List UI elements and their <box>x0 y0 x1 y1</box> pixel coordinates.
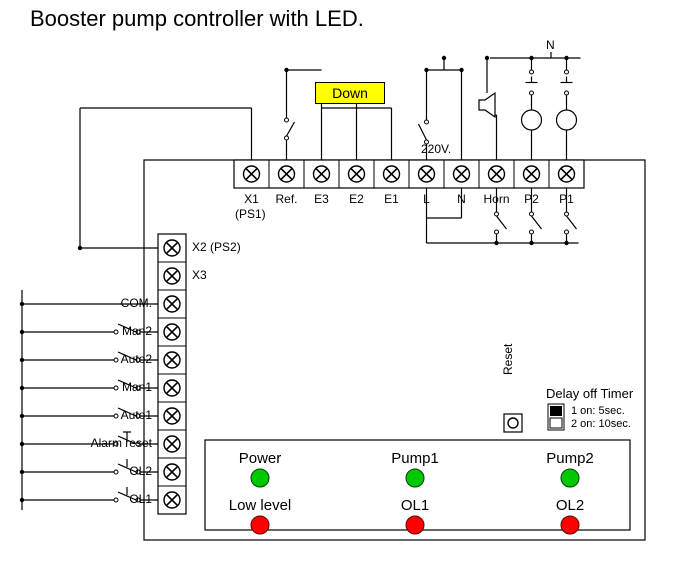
reset-button[interactable] <box>504 414 522 432</box>
delay-line2: 2 on: 10sec. <box>571 418 631 430</box>
left-term-label: Auto1 <box>121 408 152 422</box>
led-ol2 <box>561 516 579 534</box>
top-term-label: L <box>423 192 430 206</box>
led-pump1 <box>406 469 424 487</box>
voltage-label: 220V. <box>421 142 451 156</box>
top-term-label: Ref. <box>275 192 297 206</box>
left-term-label: X2 (PS2) <box>192 240 241 254</box>
left-term-label: OL1 <box>129 492 152 506</box>
left-term-label: Alarm reset <box>91 436 152 450</box>
left-term-label: Man2 <box>122 324 152 338</box>
top-term-label: P1 <box>559 192 574 206</box>
top-term-label: E3 <box>314 192 329 206</box>
led-lowlevel <box>251 516 269 534</box>
led-label-pump2: Pump2 <box>546 450 594 467</box>
left-term-label: COM. <box>121 296 152 310</box>
led-pump2 <box>561 469 579 487</box>
left-term-label: Man1 <box>122 380 152 394</box>
top-term-label: Horn <box>483 192 509 206</box>
reset-label: Reset <box>501 344 515 375</box>
top-term-label: P2 <box>524 192 539 206</box>
led-power <box>251 469 269 487</box>
ps1-sub-label: (PS1) <box>235 207 266 221</box>
led-label-pump1: Pump1 <box>391 450 439 467</box>
led-label-lowlevel: Low level <box>229 497 292 514</box>
led-ol1 <box>406 516 424 534</box>
page-title: Booster pump controller with LED. <box>30 6 364 32</box>
left-term-label: X3 <box>192 268 207 282</box>
top-term-label: N <box>457 192 466 206</box>
led-label-power: Power <box>239 450 282 467</box>
down-box-label: Down <box>315 82 385 104</box>
n-label: N <box>546 38 555 52</box>
led-label-ol2: OL2 <box>556 497 584 514</box>
delay-title: Delay off Timer <box>546 386 633 401</box>
left-term-label: Auto2 <box>121 352 152 366</box>
delay-line1: 1 on: 5sec. <box>571 405 625 417</box>
left-term-label: OL2 <box>129 464 152 478</box>
top-term-label: E1 <box>384 192 399 206</box>
led-label-ol1: OL1 <box>401 497 429 514</box>
top-term-label: X1 <box>244 192 259 206</box>
top-term-label: E2 <box>349 192 364 206</box>
